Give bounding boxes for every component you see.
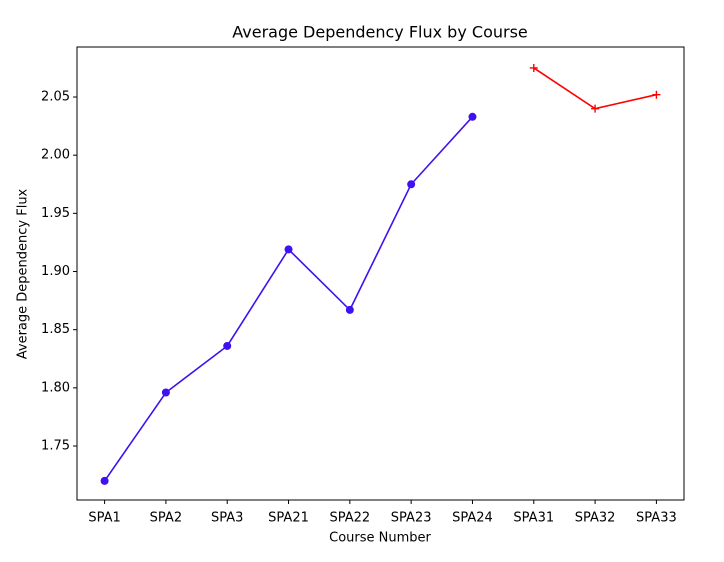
x-tick-label: SPA33 bbox=[636, 511, 677, 526]
y-tick-label: 1.90 bbox=[41, 264, 70, 279]
y-tick-label: 2.00 bbox=[41, 148, 70, 163]
y-tick-label: 1.85 bbox=[41, 322, 70, 337]
x-tick-label: SPA3 bbox=[211, 511, 243, 526]
y-tick-label: 1.80 bbox=[41, 380, 70, 395]
y-axis-label: Average Dependency Flux bbox=[16, 188, 31, 359]
point-marker bbox=[100, 476, 109, 485]
point-marker bbox=[468, 112, 477, 121]
x-tick-label: SPA2 bbox=[150, 511, 182, 526]
point-marker bbox=[591, 104, 600, 113]
y-tick-label: 2.05 bbox=[41, 90, 70, 105]
point-marker bbox=[652, 90, 661, 99]
point-marker bbox=[161, 388, 170, 397]
x-axis-label: Course Number bbox=[329, 531, 431, 546]
y-tick-label: 1.75 bbox=[41, 439, 70, 454]
x-tick-label: SPA31 bbox=[513, 511, 554, 526]
point-marker bbox=[223, 341, 232, 350]
chart-title: Average Dependency Flux by Course bbox=[232, 23, 528, 42]
plot-frame bbox=[76, 46, 685, 501]
x-tick-label: SPA22 bbox=[329, 511, 370, 526]
x-tick-label: SPA1 bbox=[88, 511, 120, 526]
x-tick-label: SPA32 bbox=[575, 511, 616, 526]
x-tick-label: SPA23 bbox=[391, 511, 432, 526]
point-marker bbox=[284, 245, 293, 254]
x-tick-label: SPA24 bbox=[452, 511, 493, 526]
y-tick-label: 1.95 bbox=[41, 206, 70, 221]
point-marker bbox=[345, 305, 354, 314]
point-marker bbox=[407, 180, 416, 189]
point-marker bbox=[529, 63, 538, 72]
x-tick-label: SPA21 bbox=[268, 511, 309, 526]
